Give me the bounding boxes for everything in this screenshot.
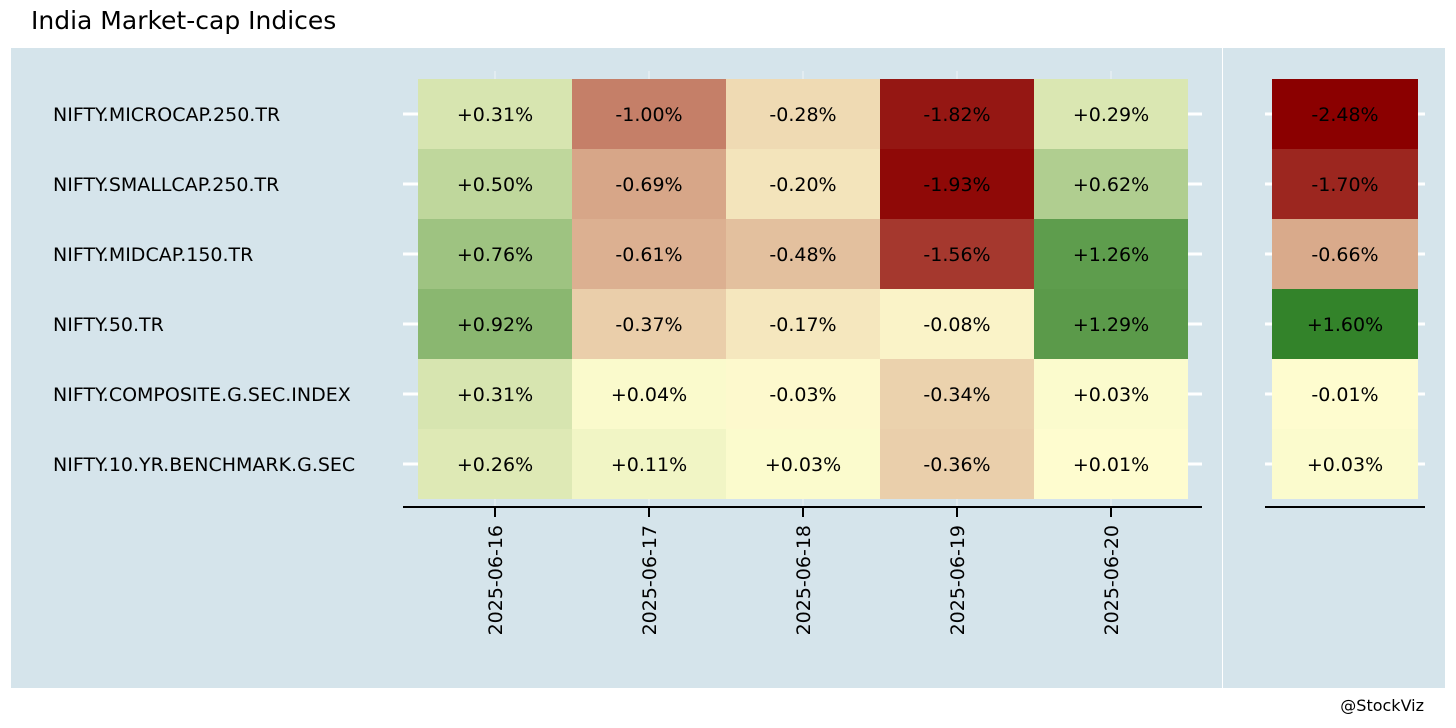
cell-value-label: -1.00%: [615, 104, 682, 126]
cell-value-label: +0.26%: [457, 454, 533, 476]
cell-value-label: -0.20%: [769, 174, 836, 196]
cell-value-label: -0.36%: [923, 454, 990, 476]
y-tick-label: NIFTY.50.TR: [53, 314, 164, 336]
heatmap-cell: [418, 79, 572, 149]
cell-value-label: -0.37%: [615, 314, 682, 336]
heatmap-cells: [418, 79, 1418, 499]
heatmap-cell: [726, 149, 880, 219]
cell-value-label: -1.56%: [923, 244, 990, 266]
cell-value-label: +0.50%: [457, 174, 533, 196]
y-tick-label: NIFTY.10.YR.BENCHMARK.G.SEC: [53, 454, 355, 476]
heatmap-cell: [418, 289, 572, 359]
heatmap-cell: [726, 429, 880, 499]
cell-value-label: -0.34%: [923, 384, 990, 406]
x-tick-label: 2025-06-17: [639, 525, 661, 635]
heatmap-cell: [880, 429, 1034, 499]
cell-value-label: +0.31%: [457, 104, 533, 126]
heatmap-cell: [418, 149, 572, 219]
heatmap-cell: [572, 289, 726, 359]
heatmap-cell: [572, 359, 726, 429]
cell-value-label: +0.03%: [1073, 384, 1149, 406]
cell-value-label: +1.29%: [1073, 314, 1149, 336]
heatmap-cell: [880, 149, 1034, 219]
axes: NIFTY.MICROCAP.250.TR NIFTY.SMALLCAP.250.…: [53, 104, 1425, 635]
x-tick-label: 2025-06-18: [793, 525, 815, 635]
cell-value-label: +1.26%: [1073, 244, 1149, 266]
total-value-label: -0.01%: [1311, 384, 1378, 406]
total-cell: [1272, 219, 1418, 289]
y-tick-label: NIFTY.MIDCAP.150.TR: [53, 244, 253, 266]
y-tick-label: NIFTY.SMALLCAP.250.TR: [53, 174, 279, 196]
heatmap-cell: [726, 359, 880, 429]
heatmap-cell: [418, 219, 572, 289]
cell-value-label: -0.03%: [769, 384, 836, 406]
cell-value-label: -1.82%: [923, 104, 990, 126]
cell-value-label: -0.28%: [769, 104, 836, 126]
cell-value-label: -0.08%: [923, 314, 990, 336]
heatmap-cell: [572, 79, 726, 149]
cell-value-label: -0.17%: [769, 314, 836, 336]
y-tick-label: NIFTY.COMPOSITE.G.SEC.INDEX: [53, 384, 351, 406]
cell-value-label: +0.11%: [611, 454, 687, 476]
heatmap-cell: [726, 79, 880, 149]
total-cell: [1272, 149, 1418, 219]
cell-value-label: +0.03%: [765, 454, 841, 476]
total-value-label: +0.03%: [1307, 454, 1383, 476]
heatmap-cell: [726, 289, 880, 359]
total-value-label: -1.70%: [1311, 174, 1378, 196]
heatmap-cell: [1034, 359, 1188, 429]
total-value-label: -2.48%: [1311, 104, 1378, 126]
cell-value-label: +0.29%: [1073, 104, 1149, 126]
total-cell: [1272, 79, 1418, 149]
heatmap-cell: [1034, 79, 1188, 149]
heatmap-cell: [726, 219, 880, 289]
cell-labels: +0.31% -1.00% -0.28% -1.82% +0.29% +0.50% -0.6…: [457, 104, 1383, 476]
heatmap-cell: [1034, 429, 1188, 499]
heatmap-cell: [1034, 219, 1188, 289]
heatmap-cell: [880, 79, 1034, 149]
source-caption: @StockViz: [1340, 696, 1424, 715]
heatmap-cell: [1034, 289, 1188, 359]
heatmap-cell: [572, 149, 726, 219]
heatmap-cell: [1034, 149, 1188, 219]
cell-value-label: +0.92%: [457, 314, 533, 336]
cell-value-label: +0.62%: [1073, 174, 1149, 196]
heatmap-cell: [572, 429, 726, 499]
total-cell: [1272, 429, 1418, 499]
heatmap-cell: [418, 429, 572, 499]
heatmap-cell: [418, 359, 572, 429]
cell-value-label: -1.93%: [923, 174, 990, 196]
y-tick-label: NIFTY.MICROCAP.250.TR: [53, 104, 280, 126]
cell-value-label: +0.01%: [1073, 454, 1149, 476]
total-value-label: +1.60%: [1307, 314, 1383, 336]
heatmap-cell: [572, 219, 726, 289]
heatmap-cell: [880, 359, 1034, 429]
x-tick-label: 2025-06-20: [1101, 525, 1123, 635]
heatmap-cell: [880, 219, 1034, 289]
total-value-label: -0.66%: [1311, 244, 1378, 266]
chart-title: India Market-cap Indices: [31, 6, 337, 35]
x-tick-label: 2025-06-19: [947, 525, 969, 635]
total-cell: [1272, 359, 1418, 429]
x-tick-label: 2025-06-16: [485, 525, 507, 635]
heatmap-cell: [880, 289, 1034, 359]
cell-value-label: -0.61%: [615, 244, 682, 266]
cell-value-label: -0.48%: [769, 244, 836, 266]
cell-value-label: +0.76%: [457, 244, 533, 266]
cell-value-label: -0.69%: [615, 174, 682, 196]
total-cell: [1272, 289, 1418, 359]
cell-value-label: +0.31%: [457, 384, 533, 406]
cell-value-label: +0.04%: [611, 384, 687, 406]
